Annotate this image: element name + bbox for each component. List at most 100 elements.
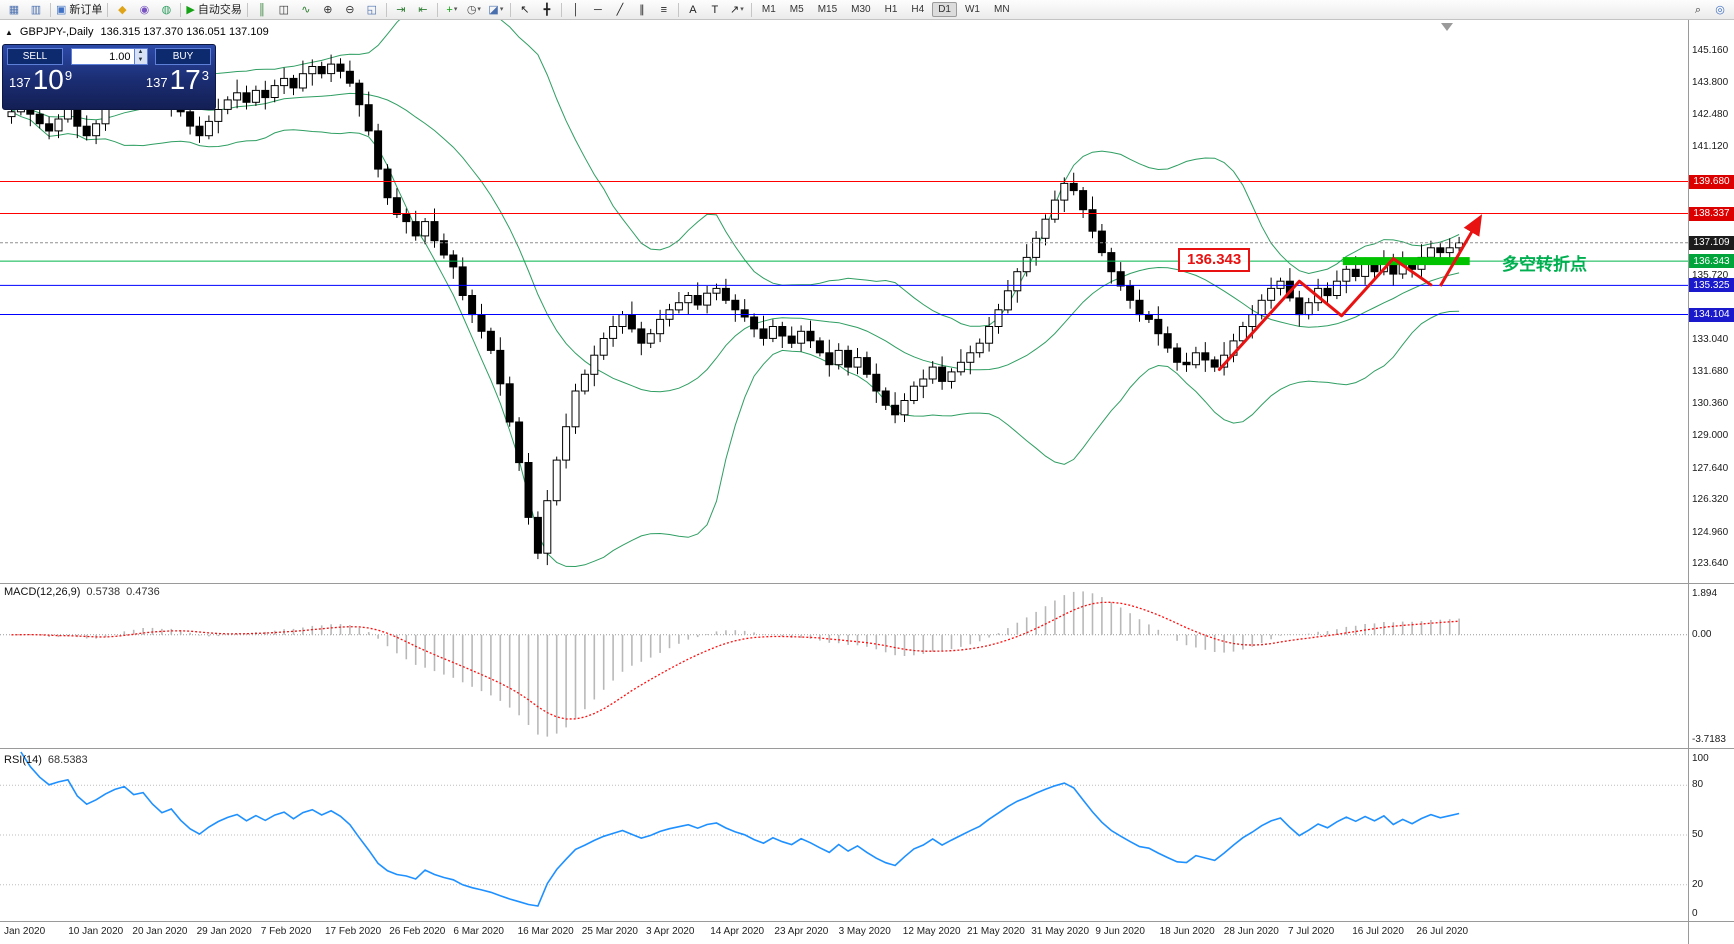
shapes-icon[interactable]: ↗ ▾ [726, 1, 748, 19]
hline-icon[interactable]: ─ [587, 1, 609, 19]
community-icon: ◎ [1715, 3, 1725, 16]
tf-button-m15[interactable]: M15 [817, 4, 838, 15]
x-axis-label: 25 Mar 2020 [581, 926, 638, 937]
y-axis-label: 135.720 [1692, 269, 1729, 281]
tf-button-m1[interactable]: M1 [761, 4, 776, 15]
x-axis-label: 12 May 2020 [902, 926, 961, 937]
candlestick-icon[interactable]: ◫ [273, 1, 295, 19]
zoom-in-icon[interactable]: ⊕ [317, 1, 339, 19]
volume-up-icon[interactable]: ▲ [137, 49, 144, 55]
sell-price-big: 10 [32, 64, 64, 95]
y-axis-label: 129.000 [1692, 430, 1729, 442]
volume-down-icon[interactable]: ▼ [137, 56, 144, 63]
buy-price[interactable]: 137 17 3 [146, 64, 209, 95]
annotation-zigzag [1217, 257, 1433, 371]
fibonacci-icon[interactable]: ≡ [653, 1, 675, 19]
y-axis-label: 127.640 [1692, 462, 1729, 474]
y-axis-label: 123.640 [1692, 558, 1729, 570]
toolbar-right: ⌕ ◎ [1687, 1, 1731, 19]
price-tag: 136.343 [1689, 254, 1734, 269]
x-axis-label: 6 Mar 2020 [453, 926, 504, 937]
price-tag: 134.104 [1689, 307, 1734, 322]
x-axis-label: 7 Feb 2020 [260, 926, 312, 937]
trendline-icon[interactable]: ╱ [609, 1, 631, 19]
sell-price[interactable]: 137 10 9 [9, 64, 73, 95]
label-icon: T [711, 3, 719, 16]
y-axis-label: 143.800 [1692, 77, 1729, 89]
indicators-icon[interactable]: + ▾ [441, 1, 463, 19]
text-icon[interactable]: A [682, 1, 704, 19]
x-axis-label: 3 May 2020 [838, 926, 891, 937]
x-axis-label: 26 Jul 2020 [1416, 926, 1469, 937]
hline-icon: ─ [593, 3, 602, 16]
rsi-axis-label: 50 [1692, 829, 1704, 840]
annotation-arrow [1439, 214, 1483, 287]
crosshair-icon: ╋ [543, 3, 551, 16]
x-axis-label: 31 May 2020 [1031, 926, 1090, 937]
volume-control: ▲▼ [70, 48, 148, 65]
community-icon[interactable]: ◎ [1709, 1, 1731, 19]
shapes-icon: ↗ [730, 3, 740, 16]
tf-button-m30[interactable]: M30 [851, 4, 871, 15]
expert-advisors-icon[interactable]: ◉ [133, 1, 155, 19]
rsi-axis-label: 0 [1692, 908, 1698, 919]
autoscroll-icon[interactable]: ⇥ [390, 1, 412, 19]
x-axis-label: 7 Jul 2020 [1288, 926, 1335, 937]
volume-stepper[interactable]: ▲ ▼ [134, 48, 148, 65]
tf-button-h1[interactable]: H1 [884, 4, 898, 15]
templates-icon[interactable]: ◪ ▾ [485, 1, 507, 19]
x-axis-label: 16 Mar 2020 [517, 926, 574, 937]
new-chart-icon[interactable]: ▦ [3, 1, 25, 19]
periods-icon[interactable]: ◷ ▾ [463, 1, 485, 19]
buy-button[interactable]: BUY [155, 48, 211, 65]
bar-chart-icon[interactable]: ║ [251, 1, 273, 19]
sell-price-sup: 9 [64, 68, 73, 83]
vline-icon[interactable]: │ [565, 1, 587, 19]
rsi-axis-label: 20 [1692, 878, 1704, 890]
volume-input[interactable] [70, 48, 135, 65]
x-axis-label: Jan 2020 [4, 926, 46, 937]
buy-price-big: 17 [169, 64, 201, 95]
expert-advisors-icon: ◉ [139, 3, 150, 16]
tf-button-m5[interactable]: M5 [789, 4, 804, 15]
line-chart-icon[interactable]: ∿ [295, 1, 317, 19]
macd-axis-label: -3.7183 [1692, 734, 1726, 745]
horizontal-levels [0, 181, 1688, 315]
mql-wizard-icon[interactable]: ◆ [111, 1, 133, 19]
new-order-icon: ▣ [56, 3, 67, 16]
x-axis-label: 23 Apr 2020 [774, 926, 829, 937]
label-icon[interactable]: T [704, 1, 726, 19]
zoom-out-icon[interactable]: ⊖ [339, 1, 361, 19]
tf-button-w1[interactable]: W1 [964, 4, 980, 15]
crosshair-icon[interactable]: ╋ [536, 1, 558, 19]
price-tag: 135.325 [1689, 278, 1734, 293]
vline-icon: │ [572, 3, 580, 16]
collapse-trade-panel-icon[interactable]: ▲ [5, 27, 13, 37]
autotrading-icon[interactable]: ▶ 自动交易 [184, 1, 243, 19]
new-order-icon[interactable]: ▣ 新订单 [54, 1, 104, 19]
templates-icon: ◪ [488, 3, 499, 16]
sell-button[interactable]: SELL [7, 48, 63, 65]
tile-windows-icon[interactable]: ◱ [361, 1, 383, 19]
rsi-label: RSI(14) 68.5383 [4, 754, 88, 766]
tf-button-d1[interactable]: D1 [932, 2, 957, 17]
macd-indicator [0, 591, 1688, 737]
profiles-icon[interactable]: ▥ [25, 1, 47, 19]
bar-chart-icon: ║ [257, 3, 266, 16]
cursor-icon[interactable]: ↖ [514, 1, 536, 19]
annotation-green-bar [1342, 257, 1470, 266]
turning-point-annotation[interactable]: 多空转折点 [1502, 255, 1587, 274]
tf-button-h4[interactable]: H4 [911, 4, 925, 15]
chart-ohlc-values: 136.315 137.370 136.051 137.109 [100, 26, 269, 38]
tf-button-mn[interactable]: MN [993, 4, 1010, 15]
chart-shift-icon[interactable]: ⇤ [412, 1, 434, 19]
channel-icon[interactable]: ∥ [631, 1, 653, 19]
price-tag: 137.109 [1689, 235, 1734, 250]
price-tag: 139.680 [1689, 174, 1734, 189]
rsi-axis-label: 80 [1692, 779, 1704, 791]
search-icon[interactable]: ⌕ [1687, 1, 1709, 19]
market-icon[interactable]: ◍ [155, 1, 177, 19]
price-flag-annotation[interactable]: 136.343 [1178, 248, 1251, 272]
